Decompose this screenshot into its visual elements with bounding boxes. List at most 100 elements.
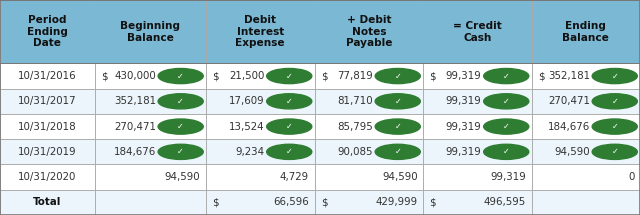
Bar xyxy=(314,190,423,215)
Text: 99,319: 99,319 xyxy=(445,147,481,157)
Bar xyxy=(0,190,95,215)
Text: ✓: ✓ xyxy=(611,72,618,81)
Text: $: $ xyxy=(212,197,219,207)
Bar xyxy=(0,114,95,139)
Text: ✓: ✓ xyxy=(503,122,509,131)
Text: 17,609: 17,609 xyxy=(229,96,264,106)
Text: ✓: ✓ xyxy=(177,97,184,106)
Text: ✓: ✓ xyxy=(503,97,509,106)
Circle shape xyxy=(158,144,204,159)
Text: ✓: ✓ xyxy=(394,97,401,106)
Text: ✓: ✓ xyxy=(611,97,618,106)
Circle shape xyxy=(592,94,637,109)
Text: 85,795: 85,795 xyxy=(337,121,373,132)
Bar xyxy=(423,89,531,114)
Circle shape xyxy=(267,144,312,159)
Bar xyxy=(314,89,423,114)
Bar xyxy=(206,114,314,139)
Text: 10/31/2018: 10/31/2018 xyxy=(18,121,77,132)
Circle shape xyxy=(592,68,637,84)
Bar xyxy=(314,139,423,164)
Text: 184,676: 184,676 xyxy=(114,147,156,157)
Circle shape xyxy=(484,68,529,84)
Bar xyxy=(95,63,206,89)
Circle shape xyxy=(267,119,312,134)
Text: 94,590: 94,590 xyxy=(382,172,417,182)
Text: ✓: ✓ xyxy=(503,72,509,81)
Circle shape xyxy=(375,144,420,159)
Text: 81,710: 81,710 xyxy=(337,96,373,106)
Bar xyxy=(423,164,531,190)
Bar xyxy=(95,139,206,164)
Text: ✓: ✓ xyxy=(177,72,184,81)
Bar xyxy=(0,164,95,190)
Text: 430,000: 430,000 xyxy=(114,71,156,81)
Bar xyxy=(423,63,531,89)
Bar xyxy=(0,0,95,63)
Circle shape xyxy=(267,68,312,84)
Text: 77,819: 77,819 xyxy=(337,71,373,81)
Circle shape xyxy=(158,119,204,134)
Text: $: $ xyxy=(538,71,545,81)
Text: $: $ xyxy=(212,71,219,81)
Text: 66,596: 66,596 xyxy=(273,197,309,207)
Text: 4,729: 4,729 xyxy=(280,172,309,182)
Text: ✓: ✓ xyxy=(286,97,292,106)
Bar xyxy=(531,190,640,215)
Bar xyxy=(314,114,423,139)
Circle shape xyxy=(592,119,637,134)
Circle shape xyxy=(158,68,204,84)
Circle shape xyxy=(158,94,204,109)
Circle shape xyxy=(484,144,529,159)
Bar xyxy=(423,190,531,215)
Bar xyxy=(531,0,640,63)
Text: 352,181: 352,181 xyxy=(548,71,590,81)
Bar xyxy=(314,63,423,89)
Text: ✓: ✓ xyxy=(503,147,509,156)
Text: $: $ xyxy=(101,71,108,81)
Text: 99,319: 99,319 xyxy=(445,71,481,81)
Text: ✓: ✓ xyxy=(286,122,292,131)
Bar xyxy=(206,63,314,89)
Text: $: $ xyxy=(429,71,436,81)
Circle shape xyxy=(375,68,420,84)
Text: Ending
Balance: Ending Balance xyxy=(563,21,609,43)
Bar xyxy=(531,164,640,190)
Text: 10/31/2017: 10/31/2017 xyxy=(18,96,77,106)
Bar xyxy=(95,190,206,215)
Text: ✓: ✓ xyxy=(286,147,292,156)
Text: 94,590: 94,590 xyxy=(554,147,590,157)
Bar xyxy=(206,190,314,215)
Text: 10/31/2020: 10/31/2020 xyxy=(18,172,77,182)
Bar xyxy=(206,139,314,164)
Bar xyxy=(0,63,95,89)
Text: ✓: ✓ xyxy=(611,147,618,156)
Text: 10/31/2016: 10/31/2016 xyxy=(18,71,77,81)
Text: $: $ xyxy=(429,197,436,207)
Circle shape xyxy=(484,94,529,109)
Text: 0: 0 xyxy=(628,172,635,182)
Text: $: $ xyxy=(321,71,328,81)
Bar xyxy=(531,114,640,139)
Text: 496,595: 496,595 xyxy=(484,197,526,207)
Text: 99,319: 99,319 xyxy=(445,96,481,106)
Text: Debit
Interest
Expense: Debit Interest Expense xyxy=(236,15,285,48)
Circle shape xyxy=(375,119,420,134)
Bar xyxy=(531,89,640,114)
Text: 9,234: 9,234 xyxy=(236,147,264,157)
Text: 94,590: 94,590 xyxy=(165,172,200,182)
Text: 90,085: 90,085 xyxy=(337,147,373,157)
Bar xyxy=(206,89,314,114)
Circle shape xyxy=(267,94,312,109)
Text: ✓: ✓ xyxy=(394,122,401,131)
Bar xyxy=(314,164,423,190)
Text: 270,471: 270,471 xyxy=(114,121,156,132)
Bar xyxy=(0,89,95,114)
Bar xyxy=(423,0,531,63)
Text: ✓: ✓ xyxy=(394,147,401,156)
Text: ✓: ✓ xyxy=(394,72,401,81)
Text: = Credit
Cash: = Credit Cash xyxy=(453,21,502,43)
Text: 99,319: 99,319 xyxy=(445,121,481,132)
Text: 10/31/2019: 10/31/2019 xyxy=(18,147,77,157)
Text: 270,471: 270,471 xyxy=(548,96,590,106)
